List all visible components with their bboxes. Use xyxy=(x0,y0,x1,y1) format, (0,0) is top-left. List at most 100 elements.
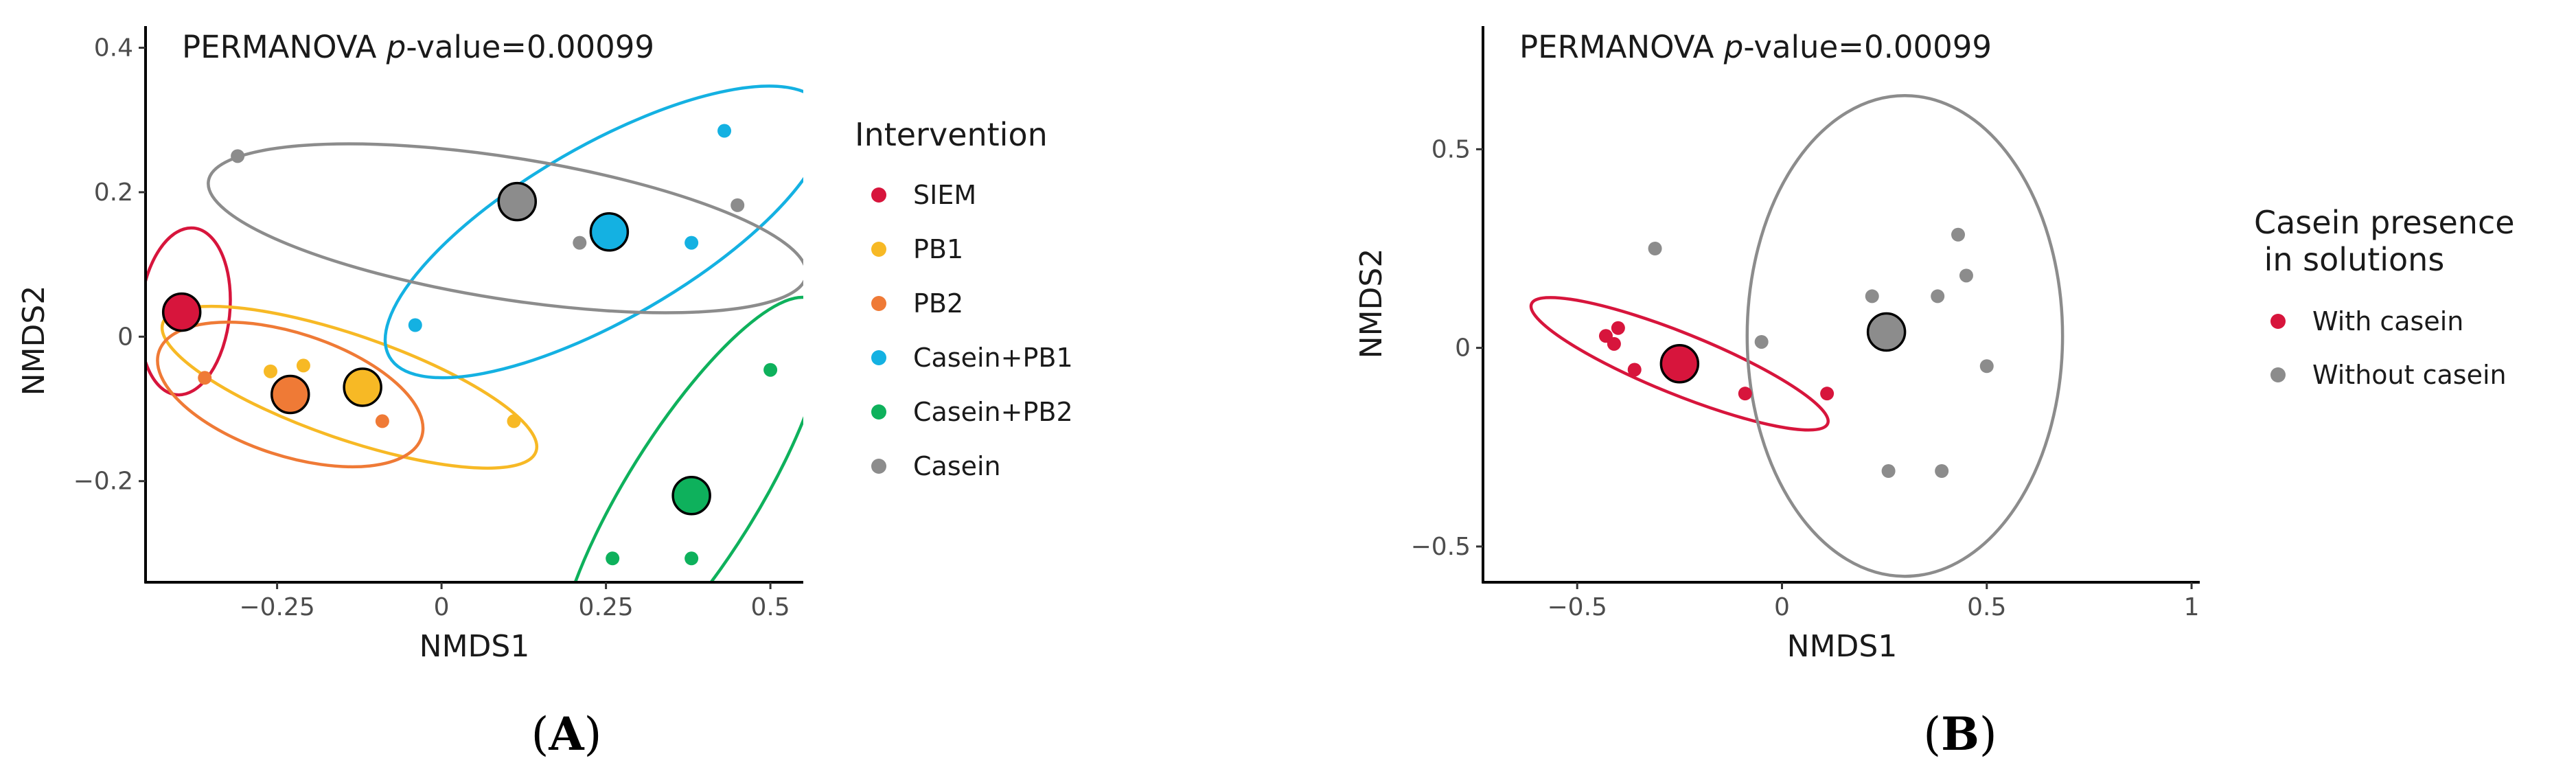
panel-b-point-1-8 xyxy=(1979,359,1994,374)
panel-a-y-tick-label-1: 0 xyxy=(117,323,133,351)
panel-b-ellipse-1 xyxy=(1745,94,2065,578)
panel-a-ellipse-2 xyxy=(156,320,425,469)
panel-a-legend: Intervention SIEM PB1 PB2 Casein+PB1 Casein+… xyxy=(855,116,1073,481)
panel-b-x-tick-label-2: 0.5 xyxy=(1967,593,2006,621)
panel-a-ellipse-1 xyxy=(160,304,539,470)
panel-a-legend-key-2 xyxy=(871,296,886,311)
panel-label-b: (B) xyxy=(1923,707,1997,761)
panel-b-point-0-4 xyxy=(1738,387,1752,401)
panel-a-ellipses xyxy=(146,84,803,582)
panel-a-legend-label-0: SIEM xyxy=(913,180,976,210)
panel-b-point-1-2 xyxy=(1865,289,1879,303)
panel-a-centroids xyxy=(161,181,711,516)
panel-a-points xyxy=(174,124,778,566)
panel-a-legend-key-0 xyxy=(871,187,886,203)
panel-b-x-tick-label-3: 1 xyxy=(2184,593,2200,621)
panel-a-ellipse-3 xyxy=(383,84,803,380)
panel-b-points xyxy=(1598,227,1994,478)
panel-label-a: (A) xyxy=(531,707,602,761)
panel-a-point-4-0 xyxy=(606,551,620,566)
panel-b-point-0-5 xyxy=(1820,387,1835,401)
panel-b-legend-title-line-2: in solutions xyxy=(2254,241,2444,278)
panel-b-y-axis-title: NMDS2 xyxy=(1354,249,1389,359)
panel-a-permanova-annotation: PERMANOVA p-value=0.00099 xyxy=(182,29,654,65)
panel-a-centroid-3 xyxy=(589,212,630,252)
panel-a-y-tick-label-2: 0.2 xyxy=(94,179,133,207)
panel-b-point-0-3 xyxy=(1627,363,1642,377)
panel-a-centroid-4 xyxy=(671,476,711,516)
panel-a-x-tick-label-1: 0 xyxy=(434,593,450,621)
panel-a-y-tick-label-0: −0.2 xyxy=(73,468,133,496)
panel-b-centroids xyxy=(1659,312,1907,384)
panel-a-y-axis-title: NMDS2 xyxy=(16,286,51,396)
panel-a-legend-title: Intervention xyxy=(855,116,1048,153)
panel-a-legend-label-3: Casein+PB1 xyxy=(913,343,1073,373)
panel-a-centroid-2 xyxy=(271,374,310,415)
panel-b-y-tick-label-0: −0.5 xyxy=(1411,533,1471,561)
panel-b-y-tick-label-1: 0 xyxy=(1455,334,1471,363)
panel-a-legend-key-4 xyxy=(871,404,886,420)
panel-b-legend-title-line-1: Casein presence xyxy=(2254,204,2515,241)
panel-a-legend-label-4: Casein+PB2 xyxy=(913,397,1073,427)
panel-a-chart: −0.25 0 0.25 0.5 −0.2 0 0.2 0.4 PERMANOVA p-val… xyxy=(16,26,1073,664)
panel-b-point-0-2 xyxy=(1607,336,1621,351)
panel-a-axes xyxy=(144,26,803,584)
panel-b-point-1-0 xyxy=(1648,242,1662,255)
panel-b-point-1-6 xyxy=(1951,227,1966,242)
panel-a-legend-label-5: Casein xyxy=(913,451,1001,481)
panel-b-ticks: −0.5 0 0.5 1 −0.5 0 0.5 xyxy=(1411,135,2200,621)
panel-a-legend-key-5 xyxy=(871,459,886,474)
panel-a-ellipse-0 xyxy=(146,226,232,397)
panel-b-x-axis-title: NMDS1 xyxy=(1787,629,1898,664)
panel-b-point-1-7 xyxy=(1959,268,1973,283)
panel-a-point-2-1 xyxy=(375,414,389,428)
panel-b-ellipses xyxy=(1529,94,2065,578)
panel-b-legend-label-0: With casein xyxy=(2312,306,2463,336)
panel-a-centroid-1 xyxy=(343,367,382,407)
panel-a-point-3-1 xyxy=(685,236,699,250)
panel-a-x-tick-label-0: −0.25 xyxy=(239,593,314,621)
panel-b-chart: −0.5 0 0.5 1 −0.5 0 0.5 PERMANOVA p-value=0.00… xyxy=(1354,26,2515,664)
panel-a-point-4-2 xyxy=(763,363,778,377)
panel-a-ellipse-5 xyxy=(207,142,803,314)
panel-a-point-1-1 xyxy=(296,358,310,373)
panel-a-point-4-1 xyxy=(685,551,699,566)
panel-b-permanova-annotation: PERMANOVA p-value=0.00099 xyxy=(1519,29,1992,65)
panel-a-centroid-5 xyxy=(497,181,538,222)
panel-b-ellipse-0 xyxy=(1529,296,1830,432)
panel-a-centroid-0 xyxy=(161,292,202,332)
panel-b-point-1-4 xyxy=(1931,289,1945,303)
panel-a-y-tick-label-3: 0.4 xyxy=(94,34,133,62)
panel-b-axes xyxy=(1482,26,2200,584)
panel-a-point-5-0 xyxy=(231,149,245,163)
panel-b-point-0-1 xyxy=(1611,321,1625,335)
panel-b-centroid-1 xyxy=(1866,312,1907,352)
panel-b-point-1-1 xyxy=(1754,334,1769,349)
panel-a-x-tick-label-3: 0.5 xyxy=(750,593,790,621)
panel-b-legend-label-1: Without casein xyxy=(2312,360,2507,390)
panel-a-ellipse-4 xyxy=(555,295,803,582)
panel-b-legend-key-1 xyxy=(2270,367,2286,382)
panel-a-legend-key-1 xyxy=(871,242,886,257)
panel-a-point-3-2 xyxy=(717,124,732,138)
panel-b-x-tick-label-1: 0 xyxy=(1774,593,1790,621)
panel-b-point-1-5 xyxy=(1935,464,1949,478)
panel-a-ticks: −0.25 0 0.25 0.5 −0.2 0 0.2 0.4 xyxy=(73,34,790,621)
panel-b-legend-key-0 xyxy=(2270,314,2286,329)
panel-b-y-tick-label-2: 0.5 xyxy=(1431,135,1471,163)
panel-b-point-1-3 xyxy=(1881,464,1896,478)
panel-b-legend: Casein presence in solutions With casein… xyxy=(2254,204,2515,390)
panel-a-point-1-0 xyxy=(264,364,278,378)
panel-a-point-2-0 xyxy=(198,371,212,385)
panel-a-point-3-0 xyxy=(408,318,422,332)
panel-a-point-5-1 xyxy=(573,236,587,250)
panel-a-legend-label-1: PB1 xyxy=(913,234,963,264)
panel-a-legend-label-2: PB2 xyxy=(913,288,963,319)
panel-b-x-tick-label-0: −0.5 xyxy=(1548,593,1607,621)
panel-a-point-5-2 xyxy=(731,198,745,212)
panel-a-legend-key-3 xyxy=(871,350,886,365)
panel-a-x-tick-label-2: 0.25 xyxy=(579,593,634,621)
panel-b-centroid-0 xyxy=(1659,344,1700,384)
panel-a-point-1-2 xyxy=(507,414,521,428)
